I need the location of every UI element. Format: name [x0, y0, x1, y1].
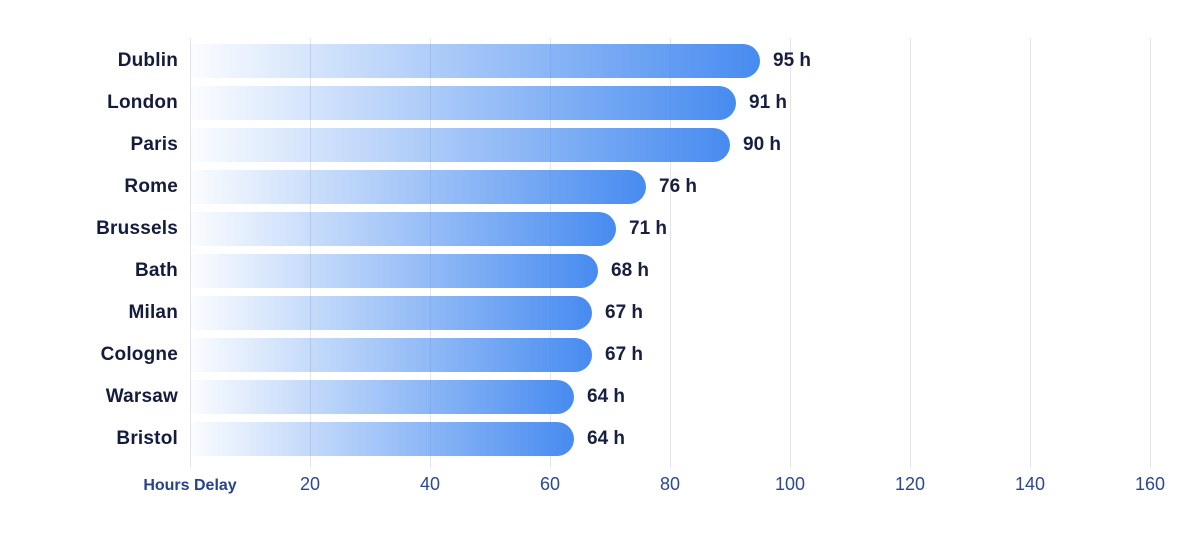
value-label: 64 h: [587, 428, 626, 449]
category-label: London: [107, 92, 178, 113]
x-axis-title: Hours Delay: [143, 477, 237, 494]
bar-paris: [190, 128, 730, 162]
category-label: Brussels: [96, 218, 178, 239]
bar-cologne: [190, 338, 592, 372]
category-label: Rome: [124, 176, 178, 197]
gridline: [910, 38, 911, 468]
x-tick-label: 40: [419, 474, 441, 494]
gridline: [430, 38, 431, 468]
category-label: Bristol: [116, 428, 178, 449]
x-tick-label: 100: [774, 474, 806, 494]
x-tick-label: 140: [1014, 474, 1046, 494]
x-tick-label: 160: [1134, 474, 1166, 494]
value-label: 95 h: [773, 50, 812, 71]
bar-london: [190, 86, 736, 120]
x-tick-label: 20: [299, 474, 321, 494]
gridline: [1150, 38, 1151, 468]
x-tick-label: 60: [539, 474, 561, 494]
bar-brussels: [190, 212, 616, 246]
bar-warsaw: [190, 380, 574, 414]
category-label: Dublin: [117, 50, 178, 71]
gridline: [1030, 38, 1031, 468]
value-label: 90 h: [743, 134, 782, 155]
category-label: Bath: [134, 260, 178, 281]
gridline: [550, 38, 551, 468]
value-label: 71 h: [629, 218, 668, 239]
category-label: Cologne: [100, 344, 178, 365]
category-label: Warsaw: [105, 386, 178, 407]
bar-milan: [190, 296, 592, 330]
value-label: 76 h: [659, 176, 698, 197]
value-label: 68 h: [611, 260, 650, 281]
bar-dublin: [190, 44, 760, 78]
category-label: Paris: [130, 134, 178, 155]
value-label: 64 h: [587, 386, 626, 407]
bar-bath: [190, 254, 598, 288]
x-tick-label: 80: [659, 474, 681, 494]
value-label: 67 h: [605, 302, 644, 323]
value-label: 91 h: [749, 92, 788, 113]
category-label: Milan: [128, 302, 178, 323]
gridline: [790, 38, 791, 468]
value-label: 67 h: [605, 344, 644, 365]
gridline: [190, 38, 191, 468]
bar-bristol: [190, 422, 574, 456]
x-tick-label: 120: [894, 474, 926, 494]
bar-rome: [190, 170, 646, 204]
gridline: [670, 38, 671, 468]
gridline: [310, 38, 311, 468]
